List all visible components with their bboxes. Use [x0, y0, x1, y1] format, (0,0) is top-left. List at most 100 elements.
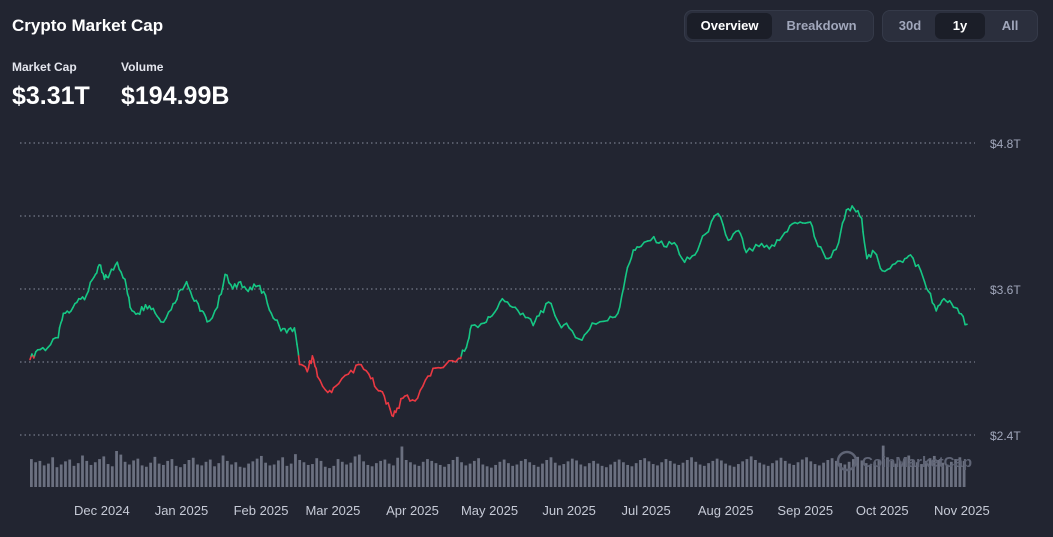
volume-bar [843, 464, 847, 487]
volume-bar [196, 464, 199, 487]
volume-bar [51, 457, 55, 487]
line-segment [128, 296, 131, 309]
line-segment [962, 315, 966, 326]
line-segment [837, 231, 842, 244]
volume-bar [149, 462, 153, 487]
volume-bar [651, 464, 655, 487]
volume-bar [536, 466, 540, 487]
x-tick-label: Jul 2025 [622, 503, 671, 518]
line-segment [99, 264, 103, 273]
line-segment [862, 231, 866, 243]
line-segment [49, 338, 54, 346]
volume-bar [749, 456, 753, 487]
volume-bar [890, 460, 894, 487]
volume-bar [264, 462, 268, 487]
line-segment [869, 249, 874, 258]
volume-bar [336, 459, 340, 487]
volume-bar [932, 455, 936, 487]
line-segment [622, 276, 627, 289]
volume-bar [613, 461, 617, 487]
breakdown-tab[interactable]: Breakdown [786, 18, 857, 33]
volume-bar [707, 463, 710, 487]
volume-bar [549, 457, 553, 487]
range-30d-button[interactable]: 30d [898, 18, 922, 33]
line-segment [485, 316, 490, 323]
line-segment [296, 343, 300, 354]
volume-bar [847, 461, 851, 487]
volume-bar [144, 466, 148, 487]
line-segment [620, 286, 625, 297]
volume-bar [775, 460, 779, 487]
volume-bar [89, 464, 93, 487]
volume-bar [639, 460, 642, 487]
volume-bar [208, 459, 212, 487]
volume-bar [166, 460, 170, 487]
line-segment [624, 266, 629, 278]
volume-bar [430, 460, 434, 487]
market-cap-label: Market Cap [12, 60, 77, 74]
volume-bar [907, 455, 911, 487]
volume-bar [856, 456, 860, 487]
line-segment [653, 235, 658, 244]
volume-bar [59, 464, 63, 487]
volume-bar [673, 463, 676, 487]
line-segment [558, 322, 563, 329]
volume-bar [460, 462, 463, 487]
volume-bar [443, 466, 446, 487]
line-segment [739, 232, 744, 240]
volume-bar [332, 465, 336, 487]
line-segment [522, 312, 527, 319]
volume-bar [230, 464, 233, 487]
volume-bar [719, 460, 723, 487]
volume-bar [213, 466, 216, 487]
volume-bar [447, 464, 451, 487]
volume-bar [294, 454, 297, 487]
line-segment [724, 233, 730, 242]
volume-bar [259, 455, 263, 487]
line-segment [660, 240, 665, 248]
volume-bar [668, 460, 672, 487]
line-segment [640, 241, 645, 248]
volume-bar [204, 461, 208, 487]
coinmarketcap-logo-icon [836, 450, 858, 472]
line-segment [460, 349, 464, 357]
line-segment [929, 292, 934, 304]
line-segment [368, 373, 372, 380]
volume-bar [949, 461, 953, 487]
y-tick-label: $3.6T [990, 283, 1021, 297]
line-segment [719, 216, 724, 226]
overview-tab[interactable]: Overview [687, 13, 773, 39]
line-segment [383, 395, 387, 405]
line-segment [773, 239, 778, 247]
volume-bar [421, 461, 425, 487]
volume-bar [323, 466, 327, 487]
volume-bar [200, 465, 204, 487]
range-all-button[interactable]: All [1001, 18, 1019, 33]
volume-bar [617, 459, 621, 487]
line-segment [419, 385, 424, 392]
volume-bar [255, 458, 259, 487]
volume-bar [788, 463, 791, 487]
line-segment [239, 280, 244, 289]
volume-bar [690, 457, 693, 487]
volume-bar [515, 464, 519, 487]
volume-bar [634, 463, 638, 487]
volume-bar [47, 463, 50, 487]
volume-bar [494, 464, 497, 487]
line-segment [534, 315, 538, 323]
volume-bar [715, 458, 719, 487]
volume-bar [98, 459, 101, 487]
line-segment [162, 317, 167, 324]
volume-bar [187, 460, 191, 487]
volume-bar [553, 462, 557, 487]
volume-bar [813, 464, 817, 487]
volume-bar [115, 451, 118, 487]
range-1y-button[interactable]: 1y [935, 13, 985, 39]
line-segment [424, 375, 429, 382]
volume-bar [311, 464, 314, 487]
volume-bar [886, 457, 889, 487]
volume-bar [64, 461, 67, 487]
line-segment [552, 308, 556, 317]
line-segment [312, 358, 316, 367]
